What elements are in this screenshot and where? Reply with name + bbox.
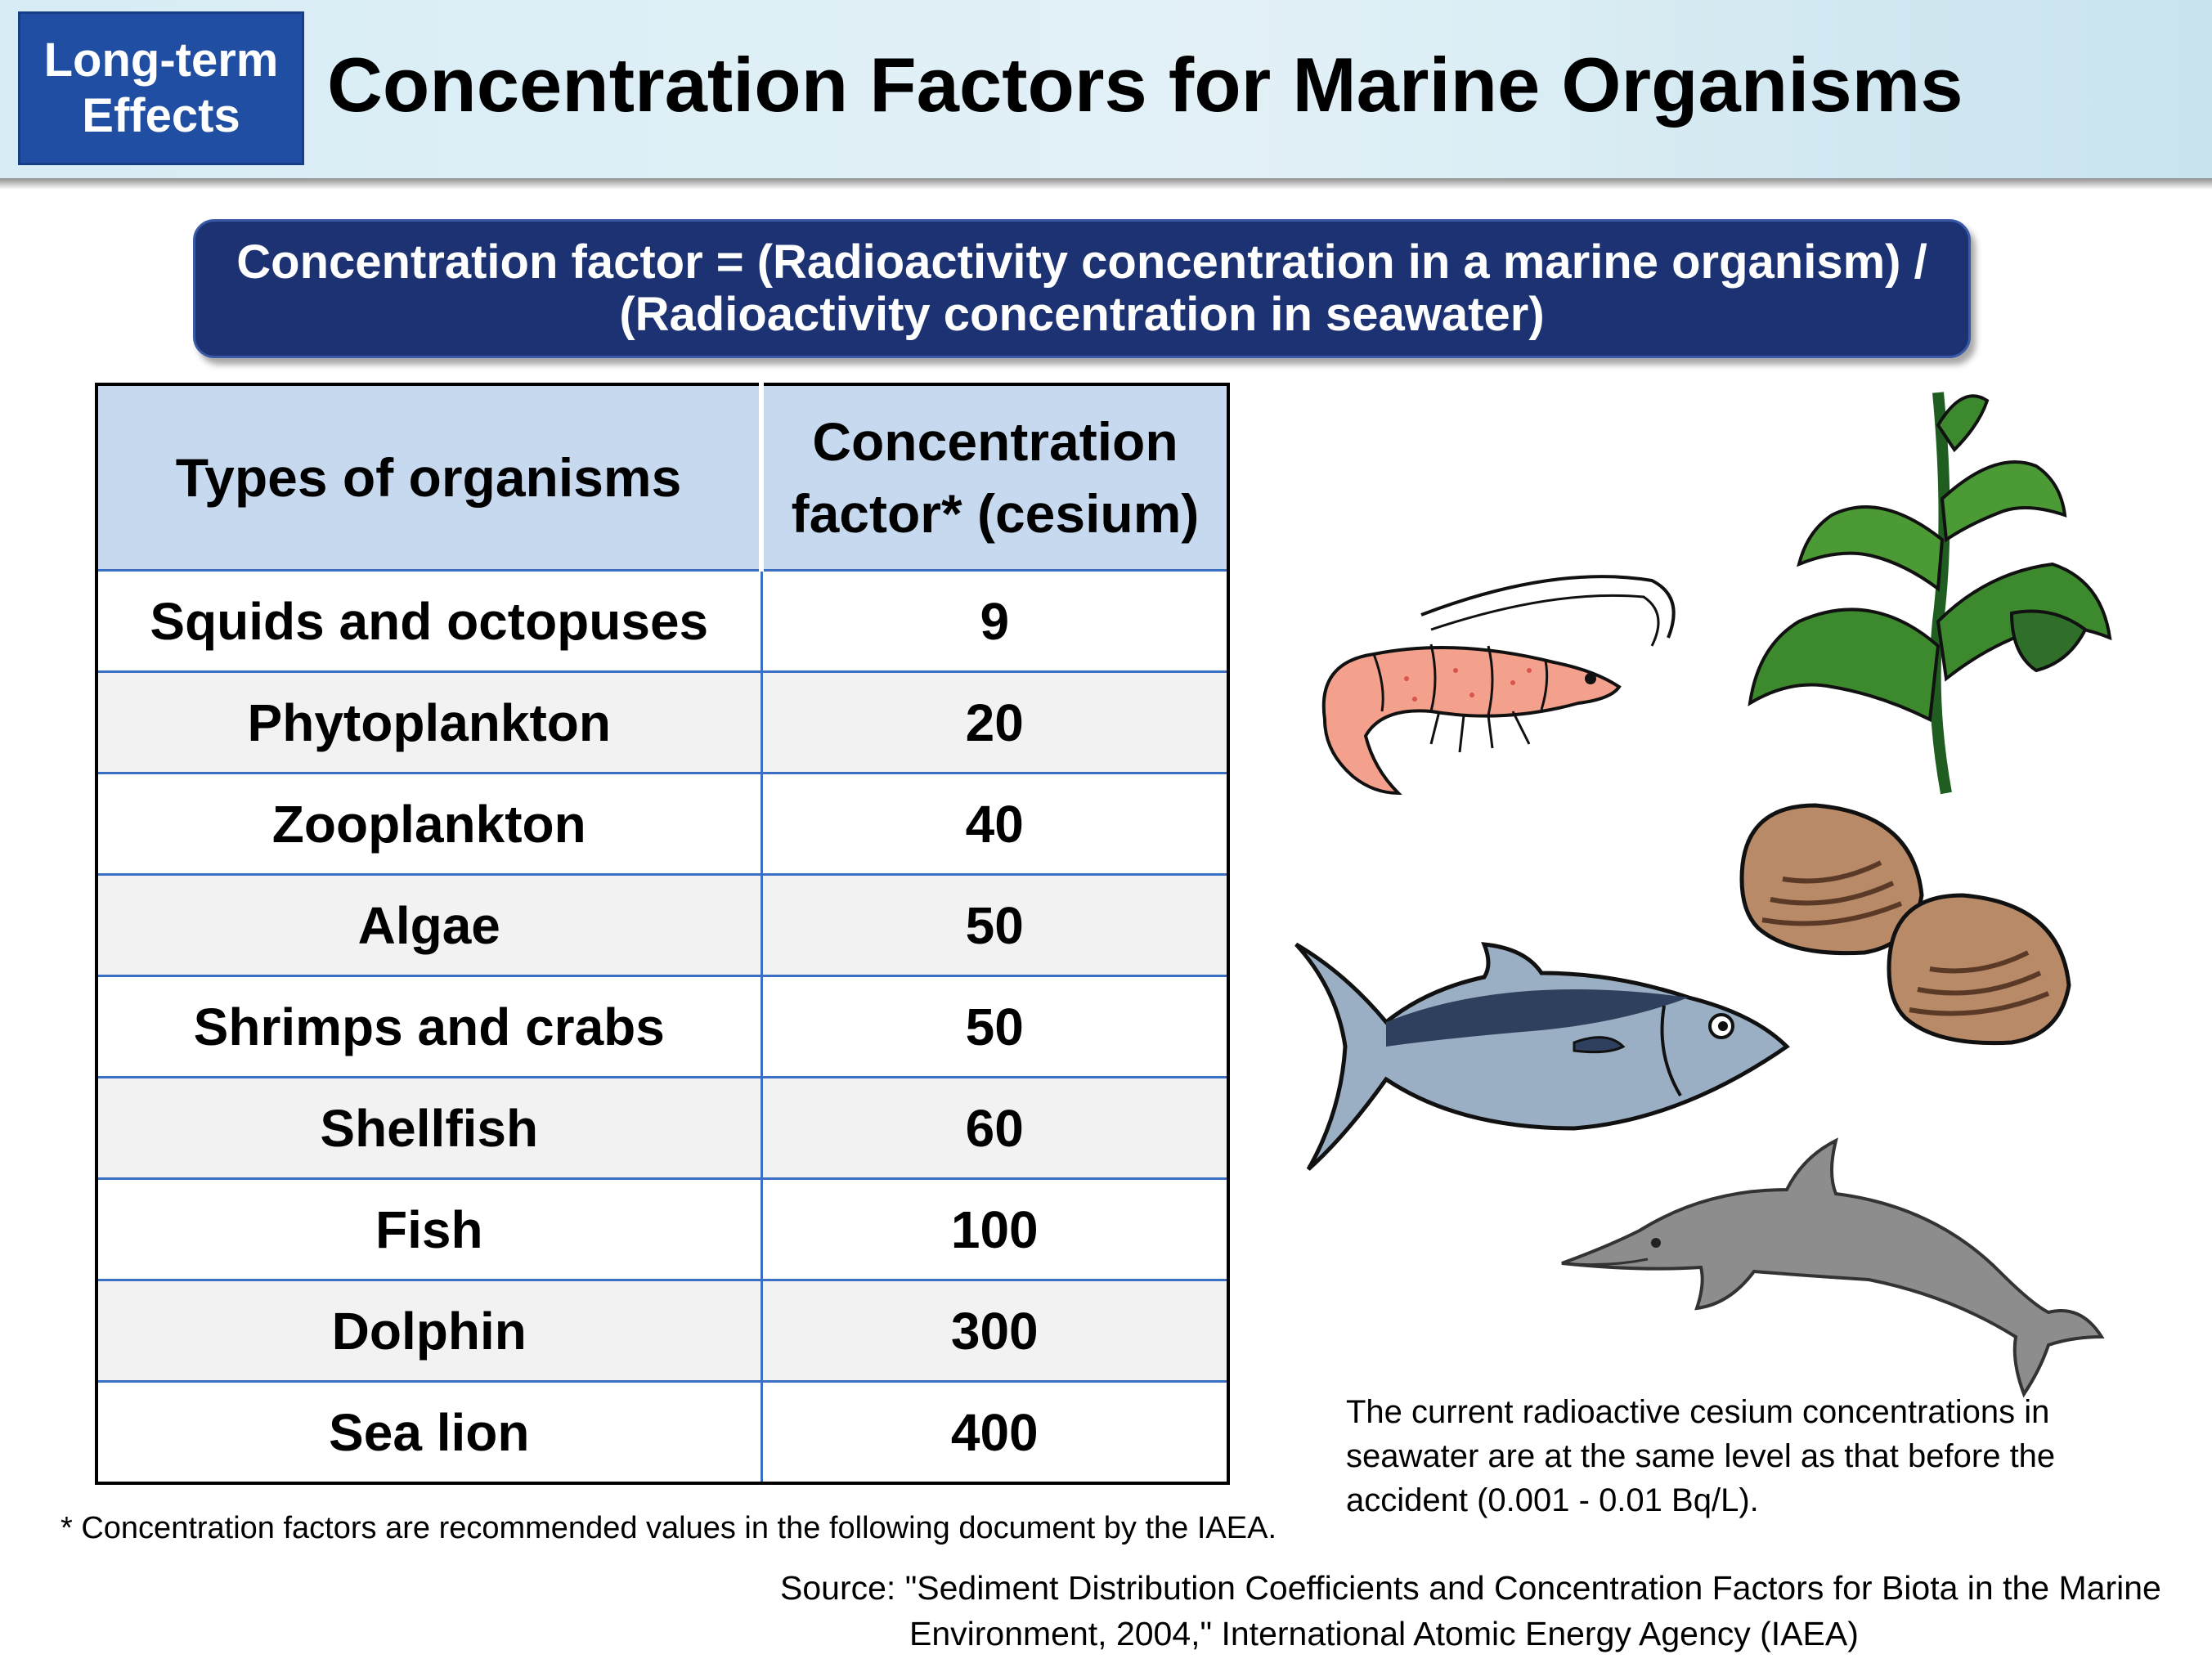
shrimp-icon [1321,575,1676,796]
table-row: Dolphin 300 [96,1279,1228,1382]
factor-cell: 100 [761,1177,1228,1280]
table-row: Fish 100 [96,1177,1228,1280]
source-line-1: Source: "Sediment Distribution Coefficie… [780,1569,2161,1607]
dolphin-icon [1561,1137,2105,1398]
header-organism-type: Types of organisms [96,384,764,571]
header-factor-line-1: Concentration [812,411,1178,472]
factor-cell: 40 [761,772,1228,875]
concentration-table: Types of organisms Concentration factor*… [95,383,1230,1485]
formula-box: Concentration factor = (Radioactivity co… [193,219,1971,358]
table-row: Phytoplankton 20 [96,670,1228,773]
table-header-row: Types of organisms Concentration factor*… [96,384,1228,571]
factor-cell: 50 [761,873,1228,976]
organism-cell: Dolphin [96,1279,763,1382]
page-title: Concentration Factors for Marine Organis… [327,42,1963,128]
organism-cell: Phytoplankton [96,670,763,773]
header-factor-line-2: factor* (cesium) [791,483,1200,544]
source-citation: Source: "Sediment Distribution Coefficie… [780,1565,2161,1657]
badge-line-1: Long-term [43,34,279,87]
factor-cell: 60 [761,1076,1228,1179]
table-row: Shrimps and crabs 50 [96,975,1228,1078]
seaweed-icon [1748,392,2112,795]
header-concentration-factor: Concentration factor* (cesium) [761,384,1228,571]
organism-cell: Fish [96,1177,763,1280]
header-divider [0,178,2212,190]
organism-cell: Shrimps and crabs [96,975,763,1078]
tuna-icon [1294,942,1790,1171]
table-row: Squids and octopuses 9 [96,569,1228,672]
organism-cell: Squids and octopuses [96,569,763,672]
section-badge: Long-term Effects [18,11,304,165]
header-bar [0,0,2212,178]
table-row: Sea lion 400 [96,1380,1228,1483]
source-line-2: Environment, 2004," International Atomic… [909,1615,1859,1652]
table-row: Zooplankton 40 [96,772,1228,875]
organism-cell: Sea lion [96,1380,763,1483]
table-row: Shellfish 60 [96,1076,1228,1179]
organism-cell: Shellfish [96,1076,763,1179]
badge-line-2: Effects [82,89,240,142]
table-row: Algae 50 [96,873,1228,976]
factor-cell: 9 [761,569,1228,672]
formula-line-2: (Radioactivity concentration in seawater… [619,288,1545,341]
factor-cell: 20 [761,670,1228,773]
organism-cell: Algae [96,873,763,976]
footnote: * Concentration factors are recommended … [61,1511,1277,1545]
organism-cell: Zooplankton [96,772,763,875]
factor-cell: 400 [761,1380,1228,1483]
formula-line-1: Concentration factor = (Radioactivity co… [236,235,1927,289]
seawater-note: The current radioactive cesium concentra… [1346,1394,2056,1518]
factor-cell: 50 [761,975,1228,1078]
factor-cell: 300 [761,1279,1228,1382]
clam-icon [1739,803,2071,1046]
